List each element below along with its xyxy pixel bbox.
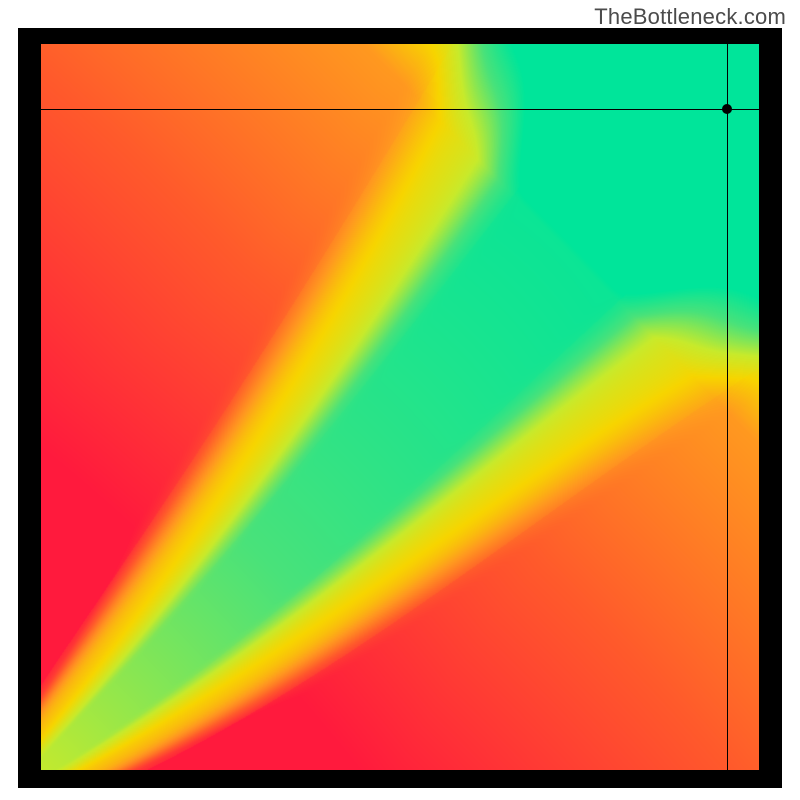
crosshair-horizontal [41, 109, 759, 110]
crosshair-vertical [727, 44, 728, 770]
plot-frame [18, 28, 782, 788]
watermark-label: TheBottleneck.com [594, 4, 786, 30]
bottleneck-heatmap [41, 44, 759, 770]
